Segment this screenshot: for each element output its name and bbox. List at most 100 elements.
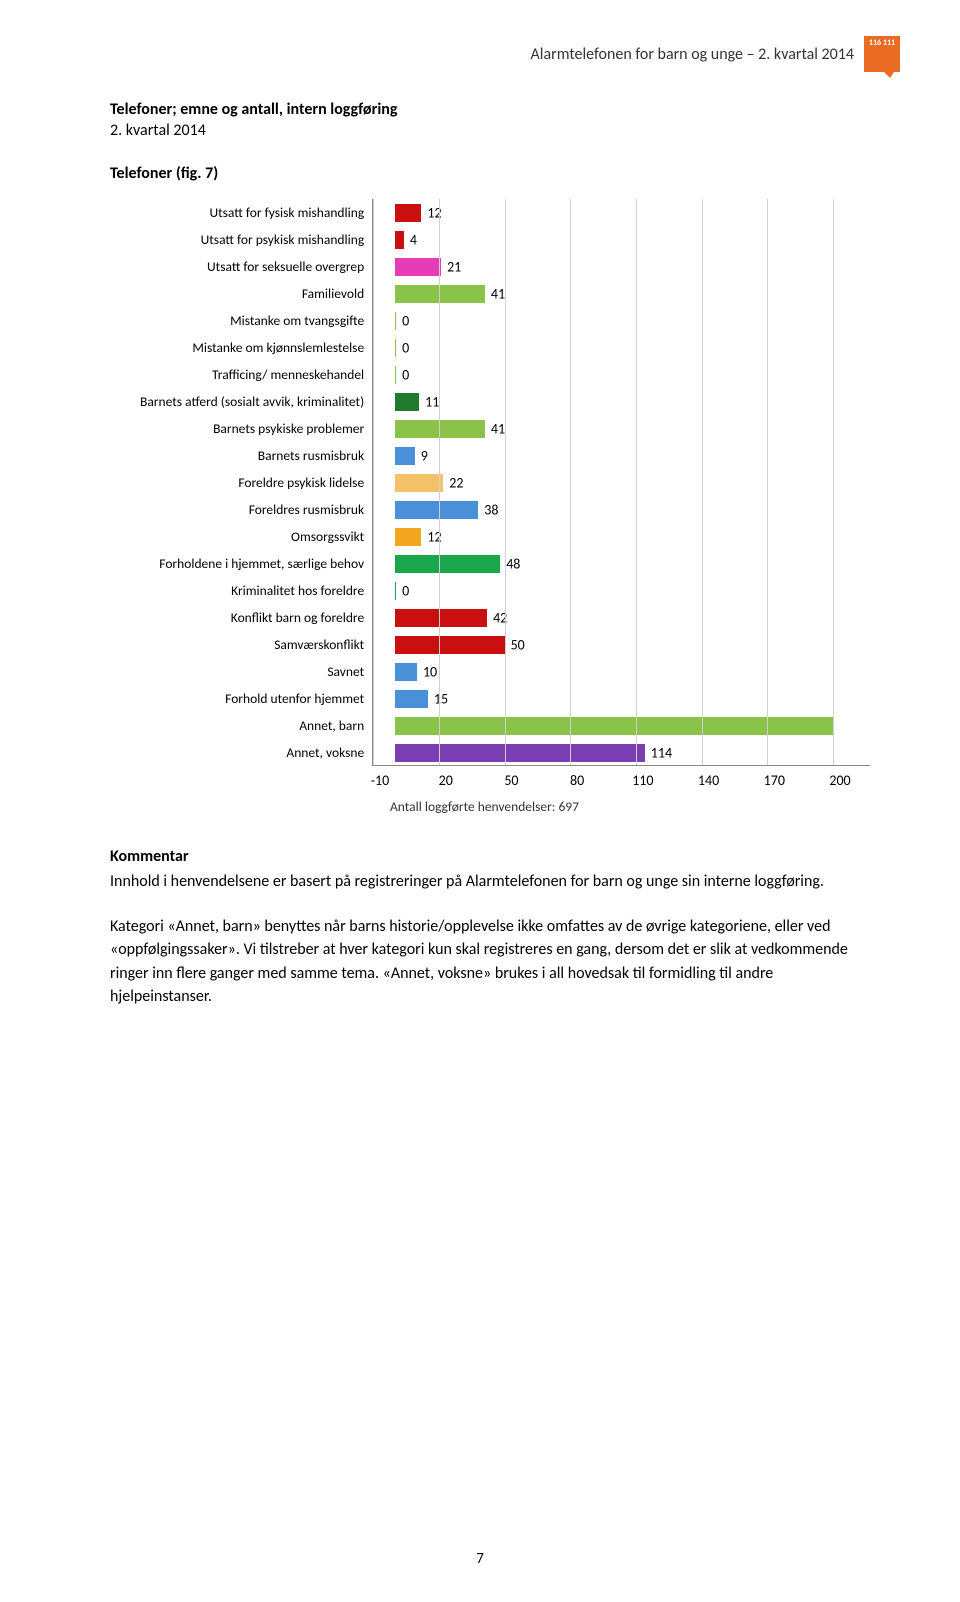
x-tick-label: -10 <box>371 772 389 789</box>
category-label: Utsatt for seksuelle overgrep <box>140 253 364 280</box>
category-label: Barnets rusmisbruk <box>140 442 364 469</box>
bar-value-label: 0 <box>402 366 409 383</box>
category-label: Samværskonflikt <box>140 631 364 658</box>
bar-row: 21 <box>373 253 870 280</box>
bar: 9 <box>395 447 415 465</box>
bar-row: 41 <box>373 280 870 307</box>
gridline <box>505 199 506 765</box>
category-label: Utsatt for psykisk mishandling <box>140 226 364 253</box>
bar-value-label: 4 <box>410 231 417 248</box>
bar-row: 0 <box>373 361 870 388</box>
gridline <box>702 199 703 765</box>
bar: 0 <box>395 582 396 600</box>
bar: 22 <box>395 474 443 492</box>
bar-row: 41 <box>373 415 870 442</box>
bar-value-label: 48 <box>506 555 520 572</box>
bar-row: 114 <box>373 739 870 766</box>
bar: 38 <box>395 501 478 519</box>
bar-row: 12 <box>373 523 870 550</box>
category-label: Forholdene i hjemmet, særlige behov <box>140 550 364 577</box>
bar-row: 10 <box>373 658 870 685</box>
bar: 4 <box>395 231 404 249</box>
bar: 12 <box>395 528 421 546</box>
chart: Utsatt for fysisk mishandlingUtsatt for … <box>140 199 870 815</box>
bar-value-label: 11 <box>425 393 439 410</box>
category-label: Mistanke om tvangsgifte <box>140 307 364 334</box>
bar: 15 <box>395 690 428 708</box>
gridline <box>373 199 374 765</box>
bar-row: 12 <box>373 199 870 226</box>
page-number: 7 <box>0 1550 960 1568</box>
category-label: Barnets atferd (sosialt avvik, kriminali… <box>140 388 364 415</box>
bar-row: 9 <box>373 442 870 469</box>
category-label: Forhold utenfor hjemmet <box>140 685 364 712</box>
bar-value-label: 0 <box>402 582 409 599</box>
bar: 48 <box>395 555 500 573</box>
header-title: Alarmtelefonen for barn og unge – 2. kva… <box>531 45 854 64</box>
gridline <box>439 199 440 765</box>
bar: 0 <box>395 339 396 357</box>
chart-y-labels: Utsatt for fysisk mishandlingUtsatt for … <box>140 199 372 766</box>
bar-row: 38 <box>373 496 870 523</box>
category-label: Kriminalitet hos foreldre <box>140 577 364 604</box>
bar: 21 <box>395 258 441 276</box>
bar-value-label: 41 <box>491 420 505 437</box>
x-tick-label: 80 <box>570 772 584 789</box>
x-tick-label: 50 <box>504 772 518 789</box>
bar: 41 <box>395 420 485 438</box>
bar-row: 11 <box>373 388 870 415</box>
bar-row: 4 <box>373 226 870 253</box>
bar-value-label: 114 <box>651 744 672 761</box>
bar-row: 0 <box>373 577 870 604</box>
category-label: Foreldres rusmisbruk <box>140 496 364 523</box>
bar: 10 <box>395 663 417 681</box>
bar-value-label: 10 <box>423 663 437 680</box>
bar-row: 22 <box>373 469 870 496</box>
bar: 41 <box>395 285 485 303</box>
gridline <box>767 199 768 765</box>
bar-row: 48 <box>373 550 870 577</box>
logo-text: 116 111 <box>864 39 900 47</box>
bar: 12 <box>395 204 421 222</box>
x-tick-label: 110 <box>632 772 653 789</box>
bar-value-label: 22 <box>449 474 463 491</box>
bar: 50 <box>395 636 505 654</box>
bar-value-label: 41 <box>491 285 505 302</box>
bar-row: 0 <box>373 334 870 361</box>
bar-row <box>373 712 870 739</box>
x-tick-label: 20 <box>439 772 453 789</box>
chart-caption: Antall loggførte henvendelser: 697 <box>390 798 870 815</box>
category-label: Annet, voksne <box>140 739 364 766</box>
bar-row: 15 <box>373 685 870 712</box>
bar: 0 <box>395 312 396 330</box>
x-tick-label: 170 <box>764 772 785 789</box>
gridline <box>636 199 637 765</box>
x-tick-label: 140 <box>698 772 719 789</box>
category-label: Konflikt barn og foreldre <box>140 604 364 631</box>
category-label: Barnets psykiske problemer <box>140 415 364 442</box>
category-label: Savnet <box>140 658 364 685</box>
section-subtitle: 2. kvartal 2014 <box>110 121 870 140</box>
kommentar-p2: Kategori «Annet, barn» benyttes når barn… <box>110 915 870 1008</box>
category-label: Omsorgssvikt <box>140 523 364 550</box>
logo-icon: 116 111 <box>864 36 900 72</box>
kommentar-p1: Innhold i henvendelsene er basert på reg… <box>110 870 870 893</box>
category-label: Annet, barn <box>140 712 364 739</box>
bar: 114 <box>395 744 645 762</box>
header-right: Alarmtelefonen for barn og unge – 2. kva… <box>531 36 900 72</box>
bar-row: 42 <box>373 604 870 631</box>
bar-value-label: 9 <box>421 447 428 464</box>
bar: 42 <box>395 609 487 627</box>
category-label: Mistanke om kjønnslemlestelse <box>140 334 364 361</box>
bar-value-label: 38 <box>484 501 498 518</box>
chart-x-axis: -10205080110140170200 <box>380 766 840 792</box>
gridline <box>833 199 834 765</box>
bar-value-label: 15 <box>434 690 448 707</box>
bar-value-label: 0 <box>402 339 409 356</box>
bar: 0 <box>395 366 396 384</box>
x-tick-label: 200 <box>829 772 850 789</box>
section-title: Telefoner; emne og antall, intern loggfø… <box>110 100 870 119</box>
chart-bars: 12421410001141922381248042501015114 <box>373 199 870 766</box>
chart-plot-area: 12421410001141922381248042501015114 <box>372 199 870 766</box>
page: Alarmtelefonen for barn og unge – 2. kva… <box>0 0 960 1602</box>
